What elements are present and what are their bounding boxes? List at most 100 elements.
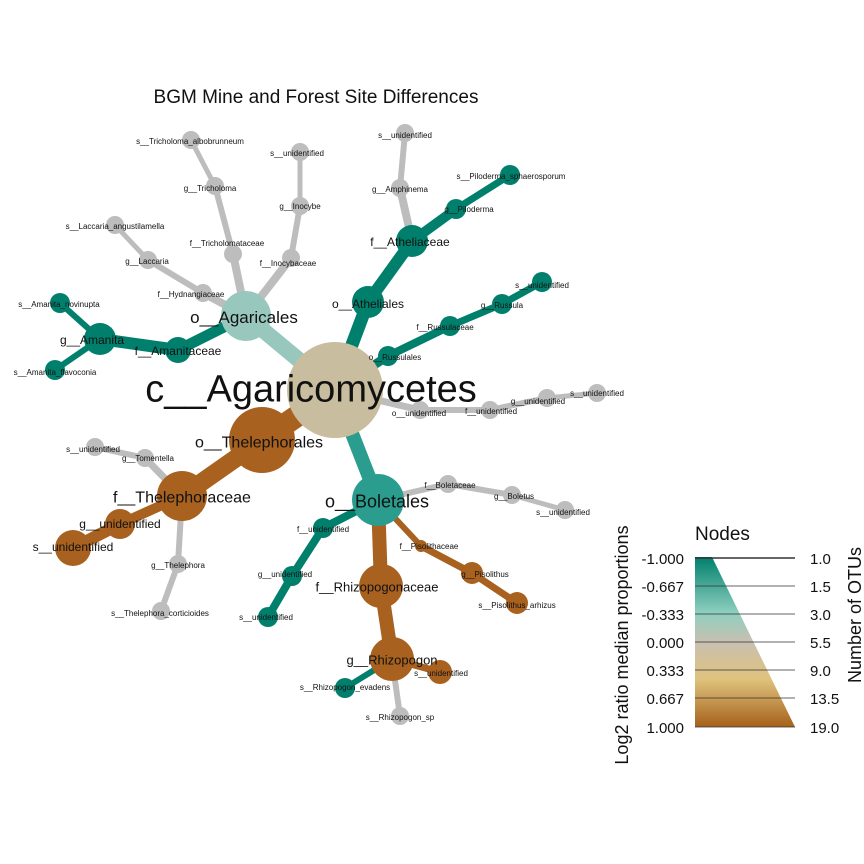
node-f_unid: [481, 401, 499, 419]
node-tricholoma: [206, 177, 224, 195]
node-amph_s: [396, 124, 414, 142]
node-label-amanitaceae: f__Amanitaceae: [135, 344, 222, 358]
node-pisolithaceae: [415, 540, 427, 552]
node-thel_gunid: [105, 509, 135, 539]
node-boletales: [352, 474, 404, 526]
node-inocybe_s: [291, 143, 309, 161]
node-piso_s: [506, 592, 528, 614]
color-tick-label: 0.000: [646, 635, 684, 652]
node-label-f_unid: f__unidentified: [465, 407, 517, 416]
node-label-root: c__Agaricomycetes: [145, 368, 477, 410]
node-label-rhizopogonaceae: f__Rhizopogonaceae: [316, 580, 439, 595]
node-lacc_ang: [106, 216, 124, 234]
node-piloderma: [446, 199, 466, 219]
color-tick-label: -0.333: [641, 607, 684, 624]
edge-piloderma-pilo_s: [452, 171, 514, 213]
node-tom_s: [86, 438, 104, 456]
node-label-tricholomataceae: f__Tricholomataceae: [190, 239, 265, 248]
node-hydnangiaceae: [194, 284, 212, 302]
node-label-g_unid: g__unidentified: [511, 397, 565, 406]
node-label-pisolithaceae: f__Pisolithaceae: [400, 542, 459, 551]
edge-boletaceae-boletus: [445, 481, 515, 498]
node-pilo_s: [500, 165, 520, 185]
legend-color-ticks: -1.000 -0.667 -0.333 0.000 0.333 0.667 1.000: [641, 551, 684, 737]
node-rhiz_unid: [428, 660, 452, 684]
color-tick-label: 0.667: [646, 691, 684, 708]
node-label-rhizopogon: g__Rhizopogon: [346, 653, 437, 668]
node-label-bol_s: s__unidentified: [536, 508, 590, 517]
node-label-inocybe: g__Inocybe: [279, 202, 321, 211]
node-label-thel_sunid: s__unidentified: [33, 540, 114, 554]
size-tick-label: 1.5: [810, 579, 831, 596]
node-russulaceae: [440, 316, 460, 336]
node-s_unid: [588, 384, 606, 402]
node-label-rhiz_evad: s__Rhizopogon_evadens: [300, 683, 390, 692]
color-axis-label: Log2 ratio median proportions: [612, 525, 632, 764]
node-atheliales: [352, 286, 384, 318]
node-russula: [492, 294, 512, 314]
color-tick-label: 1.000: [646, 720, 684, 737]
node-label-russula: g__Russula: [481, 301, 524, 310]
node-label-thelephora: g__Thelephora: [151, 561, 205, 570]
edge-amphinema-amph_s: [397, 130, 408, 191]
node-label-agaricales: o__Agaricales: [190, 308, 298, 327]
size-tick-label: 19.0: [810, 720, 839, 737]
edge-f_unid-g_unid: [487, 395, 550, 413]
edge-russulales-russulaceae: [384, 322, 454, 360]
size-tick-label: 13.5: [810, 691, 839, 708]
node-rhizopogon: [370, 637, 414, 681]
edge-tricholomataceae-tricholoma: [212, 183, 236, 257]
edge-hydnangiaceae-laccaria: [145, 257, 206, 296]
node-label-rhiz_unid: s__unidentified: [414, 669, 468, 678]
node-label-inocybe_s: s__unidentified: [270, 149, 324, 158]
node-bol_funid: [313, 518, 333, 538]
node-label-russulales: o__Russulales: [369, 353, 421, 362]
node-aman_nov: [50, 293, 70, 313]
node-tricholomataceae: [224, 245, 242, 263]
node-label-tric_albo: s__Tricholoma_albobrunneum: [136, 137, 244, 146]
node-inocybe: [291, 197, 309, 215]
node-label-lacc_ang: s__Laccaria_angustilamella: [66, 222, 165, 231]
color-tick-label: 0.333: [646, 663, 684, 680]
node-thelephorales: [229, 407, 295, 473]
node-label-thelephorales: o__Thelephorales: [195, 435, 323, 452]
node-label-laccaria: g__Laccaria: [125, 257, 169, 266]
node-label-piso_s: s__Pisolithus_arhizus: [478, 601, 555, 610]
node-rhiz_sp: [391, 707, 409, 725]
node-russ_s: [532, 272, 552, 292]
node-label-atheliales: o__Atheliales: [332, 297, 404, 311]
node-rhizopogonaceae: [359, 564, 403, 608]
node-label-piloderma: g__Piloderma: [444, 205, 494, 214]
node-label-atheliaceae: f__Atheliaceae: [370, 235, 450, 249]
node-label-tom_s: s__unidentified: [66, 445, 120, 454]
node-thel_sunid: [55, 530, 91, 566]
node-bol_sunid: [258, 607, 278, 627]
node-tric_albo: [182, 131, 200, 149]
size-tick-label: 1.0: [810, 551, 831, 568]
node-label-boletaceae: f__Boletaceae: [424, 481, 476, 490]
node-g_unid: [538, 389, 556, 407]
legend-title: Nodes: [695, 524, 750, 545]
node-label-thel_cort: s__Thelephora_corticioides: [111, 609, 209, 618]
plot-title: BGM Mine and Forest Site Differences: [154, 87, 479, 108]
node-bol_s: [556, 501, 574, 519]
size-tick-label: 5.5: [810, 635, 831, 652]
node-label-amanita: g__Amanita: [60, 333, 124, 347]
size-tick-label: 9.0: [810, 663, 831, 680]
node-bol_gunid: [282, 566, 302, 586]
node-o_unid: [411, 401, 429, 419]
node-label-boletus: g__Boletus: [494, 492, 534, 501]
node-label-bol_funid: f__unidentified: [297, 525, 349, 534]
node-label-thelephoraceae: f__Thelephoraceae: [113, 490, 251, 507]
node-label-thel_gunid: g__unidentified: [79, 517, 160, 531]
node-thel_cort: [152, 602, 170, 620]
node-amphinema: [391, 179, 409, 197]
node-atheliaceae: [396, 225, 428, 257]
node-label-s_unid: s__unidentified: [570, 389, 624, 398]
size-axis-label: Number of OTUs: [845, 547, 864, 683]
color-tick-label: -1.000: [641, 551, 684, 568]
node-tomentella: [136, 449, 154, 467]
tree-labels: c__Agaricomycetes o__Agaricales f__Trichol…: [14, 131, 624, 722]
size-tick-label: 3.0: [810, 607, 831, 624]
